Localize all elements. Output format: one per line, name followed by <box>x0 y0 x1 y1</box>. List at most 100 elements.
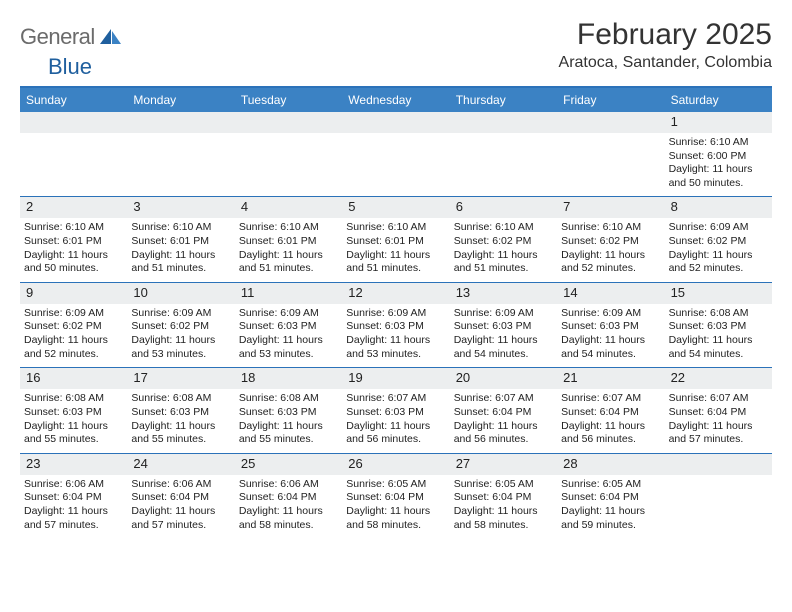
calendar-grid: SundayMondayTuesdayWednesdayThursdayFrid… <box>20 86 772 538</box>
day-info: Sunrise: 6:08 AMSunset: 6:03 PMDaylight:… <box>131 392 228 447</box>
day-number <box>127 112 234 133</box>
day-cell: 16 Sunrise: 6:08 AMSunset: 6:03 PMDayligh… <box>20 368 127 452</box>
day-number: 21 <box>557 368 664 389</box>
empty-day-cell <box>342 112 449 196</box>
weekday-header: Saturday <box>665 88 772 112</box>
day-info: Sunrise: 6:07 AMSunset: 6:04 PMDaylight:… <box>561 392 658 447</box>
weekday-header: Monday <box>127 88 234 112</box>
day-info: Sunrise: 6:10 AMSunset: 6:02 PMDaylight:… <box>454 221 551 276</box>
day-cell: 22Sunrise: 6:07 AMSunset: 6:04 PMDayligh… <box>665 368 772 452</box>
day-number: 19 <box>342 368 449 389</box>
day-info: Sunrise: 6:09 AMSunset: 6:03 PMDaylight:… <box>239 307 336 362</box>
day-info: Sunrise: 6:09 AMSunset: 6:02 PMDaylight:… <box>24 307 121 362</box>
day-number: 25 <box>235 454 342 475</box>
day-cell: 15 Sunrise: 6:08 AMSunset: 6:03 PMDayligh… <box>665 283 772 367</box>
day-cell: 27 Sunrise: 6:05 AMSunset: 6:04 PMDayligh… <box>450 454 557 538</box>
empty-day-cell <box>665 454 772 538</box>
day-cell: 21 Sunrise: 6:07 AMSunset: 6:04 PMDayligh… <box>557 368 664 452</box>
day-info: Sunrise: 6:06 AMSunset: 6:04 PMDaylight:… <box>131 478 228 533</box>
day-cell: 28 Sunrise: 6:05 AMSunset: 6:04 PMDayligh… <box>557 454 664 538</box>
day-info: Sunrise: 6:09 AMSunset: 6:03 PMDaylight:… <box>346 307 443 362</box>
day-info: Sunrise: 6:10 AMSunset: 6:01 PMDaylight:… <box>24 221 121 276</box>
day-cell: 18 Sunrise: 6:08 AMSunset: 6:03 PMDayligh… <box>235 368 342 452</box>
day-cell: 13 Sunrise: 6:09 AMSunset: 6:03 PMDayligh… <box>450 283 557 367</box>
day-cell: 4 Sunrise: 6:10 AMSunset: 6:01 PMDaylight… <box>235 197 342 281</box>
day-number: 11 <box>235 283 342 304</box>
logo: General <box>20 24 125 50</box>
day-cell: 14 Sunrise: 6:09 AMSunset: 6:03 PMDayligh… <box>557 283 664 367</box>
day-info: Sunrise: 6:10 AMSunset: 6:02 PMDaylight:… <box>561 221 658 276</box>
weeks-container: 1 Sunrise: 6:10 AMSunset: 6:00 PMDaylight… <box>20 112 772 538</box>
day-number: 3 <box>127 197 234 218</box>
day-cell: 19 Sunrise: 6:07 AMSunset: 6:03 PMDayligh… <box>342 368 449 452</box>
day-info: Sunrise: 6:06 AMSunset: 6:04 PMDaylight:… <box>239 478 336 533</box>
empty-day-cell <box>450 112 557 196</box>
day-number: 2 <box>20 197 127 218</box>
day-number: 9 <box>20 283 127 304</box>
day-info: Sunrise: 6:09 AMSunset: 6:02 PMDaylight:… <box>669 221 766 276</box>
day-info: Sunrise: 6:10 AMSunset: 6:01 PMDaylight:… <box>239 221 336 276</box>
day-cell: 25 Sunrise: 6:06 AMSunset: 6:04 PMDayligh… <box>235 454 342 538</box>
day-number: 15 <box>665 283 772 304</box>
day-info: Sunrise: 6:10 AMSunset: 6:00 PMDaylight:… <box>669 136 766 191</box>
day-number: 20 <box>450 368 557 389</box>
day-number: 5 <box>342 197 449 218</box>
empty-day-cell <box>235 112 342 196</box>
day-cell: 8 Sunrise: 6:09 AMSunset: 6:02 PMDaylight… <box>665 197 772 281</box>
day-number: 13 <box>450 283 557 304</box>
day-info: Sunrise: 6:07 AMSunset: 6:03 PMDaylight:… <box>346 392 443 447</box>
day-info: Sunrise: 6:06 AMSunset: 6:04 PMDaylight:… <box>24 478 121 533</box>
day-number <box>342 112 449 133</box>
day-info: Sunrise: 6:10 AMSunset: 6:01 PMDaylight:… <box>346 221 443 276</box>
day-cell: 1 Sunrise: 6:10 AMSunset: 6:00 PMDaylight… <box>665 112 772 196</box>
day-cell: 17 Sunrise: 6:08 AMSunset: 6:03 PMDayligh… <box>127 368 234 452</box>
day-info: Sunrise: 6:05 AMSunset: 6:04 PMDaylight:… <box>454 478 551 533</box>
day-number: 16 <box>20 368 127 389</box>
day-number: 8 <box>665 197 772 218</box>
day-info: Sunrise: 6:08 AMSunset: 6:03 PMDaylight:… <box>669 307 766 362</box>
day-info: Sunrise: 6:08 AMSunset: 6:03 PMDaylight:… <box>239 392 336 447</box>
day-info: Sunrise: 6:08 AMSunset: 6:03 PMDaylight:… <box>24 392 121 447</box>
day-cell: 9 Sunrise: 6:09 AMSunset: 6:02 PMDaylight… <box>20 283 127 367</box>
empty-day-cell <box>20 112 127 196</box>
day-number: 18 <box>235 368 342 389</box>
day-info: Sunrise: 6:09 AMSunset: 6:03 PMDaylight:… <box>561 307 658 362</box>
day-info: Sunrise: 6:07 AMSunset: 6:04 PMDaylight:… <box>669 392 766 447</box>
day-info: Sunrise: 6:09 AMSunset: 6:02 PMDaylight:… <box>131 307 228 362</box>
day-number: 7 <box>557 197 664 218</box>
day-number: 4 <box>235 197 342 218</box>
week-row: 2Sunrise: 6:10 AMSunset: 6:01 PMDaylight… <box>20 196 772 281</box>
day-number: 17 <box>127 368 234 389</box>
day-number: 27 <box>450 454 557 475</box>
weekday-header: Sunday <box>20 88 127 112</box>
day-number <box>557 112 664 133</box>
day-number: 6 <box>450 197 557 218</box>
day-cell: 3 Sunrise: 6:10 AMSunset: 6:01 PMDaylight… <box>127 197 234 281</box>
day-info: Sunrise: 6:07 AMSunset: 6:04 PMDaylight:… <box>454 392 551 447</box>
empty-day-cell <box>557 112 664 196</box>
day-number <box>450 112 557 133</box>
day-number: 10 <box>127 283 234 304</box>
day-number: 24 <box>127 454 234 475</box>
day-cell: 5 Sunrise: 6:10 AMSunset: 6:01 PMDaylight… <box>342 197 449 281</box>
weekday-header: Thursday <box>450 88 557 112</box>
day-cell: 26Sunrise: 6:05 AMSunset: 6:04 PMDayligh… <box>342 454 449 538</box>
day-number: 28 <box>557 454 664 475</box>
week-row: 9Sunrise: 6:09 AMSunset: 6:02 PMDaylight… <box>20 282 772 367</box>
day-number: 14 <box>557 283 664 304</box>
day-info: Sunrise: 6:10 AMSunset: 6:01 PMDaylight:… <box>131 221 228 276</box>
day-info: Sunrise: 6:09 AMSunset: 6:03 PMDaylight:… <box>454 307 551 362</box>
calendar-page: General February 2025 Aratoca, Santander… <box>0 0 792 548</box>
day-cell: 11 Sunrise: 6:09 AMSunset: 6:03 PMDayligh… <box>235 283 342 367</box>
day-number <box>665 454 772 475</box>
weekday-header: Wednesday <box>342 88 449 112</box>
day-number: 12 <box>342 283 449 304</box>
weekday-header: Tuesday <box>235 88 342 112</box>
day-number: 23 <box>20 454 127 475</box>
month-title: February 2025 <box>559 18 772 52</box>
day-info: Sunrise: 6:05 AMSunset: 6:04 PMDaylight:… <box>561 478 658 533</box>
day-cell: 24 Sunrise: 6:06 AMSunset: 6:04 PMDayligh… <box>127 454 234 538</box>
week-row: 1 Sunrise: 6:10 AMSunset: 6:00 PMDaylight… <box>20 112 772 196</box>
day-cell: 12 Sunrise: 6:09 AMSunset: 6:03 PMDayligh… <box>342 283 449 367</box>
day-number: 1 <box>665 112 772 133</box>
